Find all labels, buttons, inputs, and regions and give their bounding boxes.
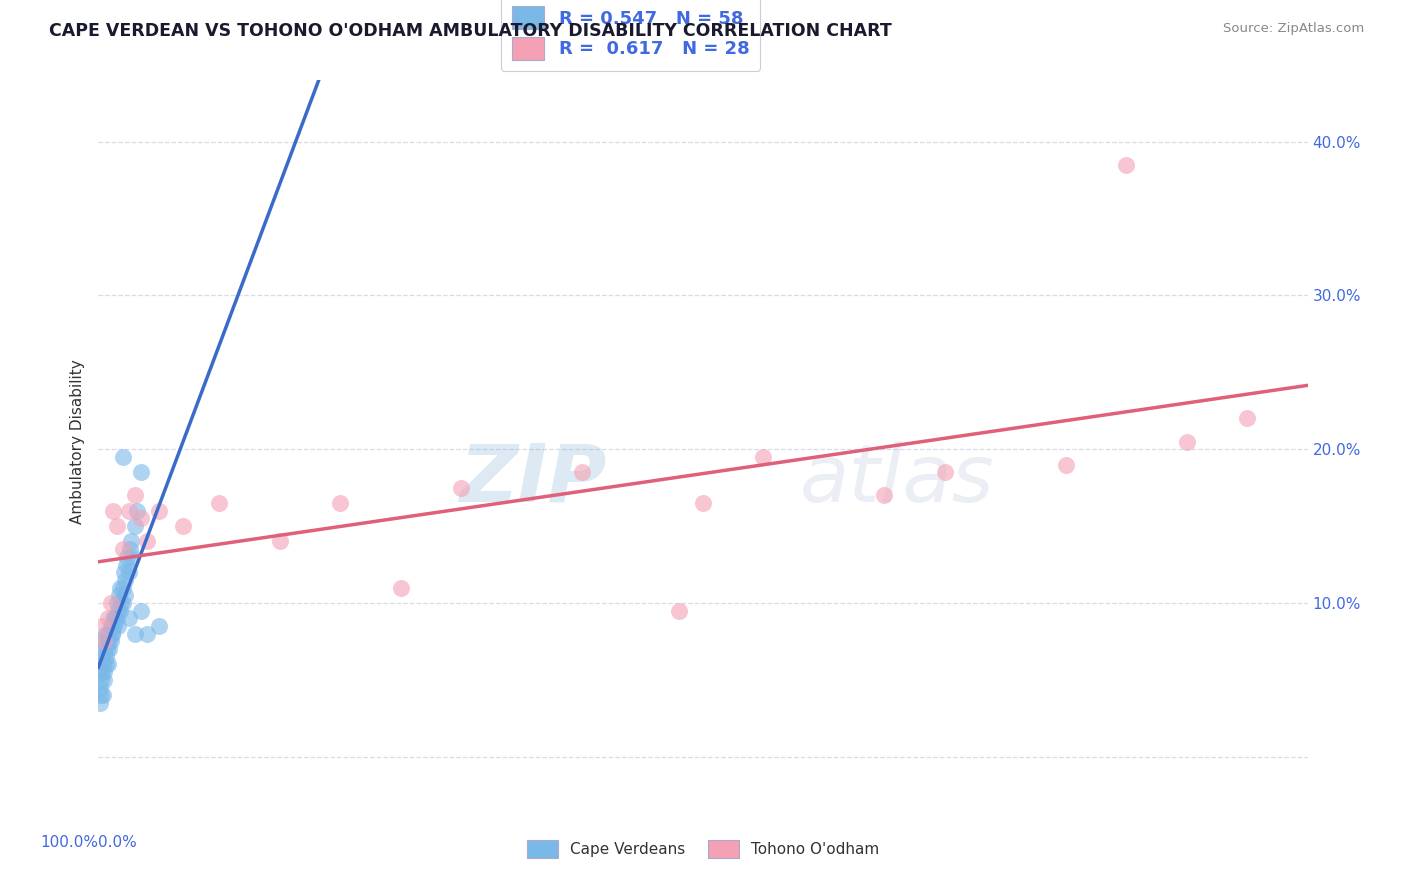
Point	[148, 504, 170, 518]
Point	[934, 465, 956, 479]
Point	[108, 588, 131, 602]
Point	[108, 604, 131, 618]
Point	[124, 626, 146, 640]
Point	[129, 604, 152, 618]
Point	[1175, 434, 1198, 449]
Point	[105, 596, 128, 610]
Point	[111, 596, 134, 610]
Point	[108, 581, 131, 595]
Text: atlas: atlas	[800, 441, 994, 519]
Point	[118, 565, 141, 579]
Point	[104, 611, 127, 625]
Point	[105, 519, 128, 533]
Point	[148, 619, 170, 633]
Point	[112, 565, 135, 579]
Point	[100, 626, 122, 640]
Point	[90, 688, 112, 702]
Point	[117, 549, 139, 564]
Point	[93, 673, 115, 687]
Point	[135, 534, 157, 549]
Point	[96, 634, 118, 648]
Point	[91, 688, 114, 702]
Text: CAPE VERDEAN VS TOHONO O'ODHAM AMBULATORY DISABILITY CORRELATION CHART: CAPE VERDEAN VS TOHONO O'ODHAM AMBULATOR…	[49, 22, 891, 40]
Point	[98, 634, 121, 648]
Point	[91, 649, 114, 664]
Point	[103, 619, 125, 633]
Point	[571, 465, 593, 479]
Point	[111, 581, 134, 595]
Point	[94, 649, 117, 664]
Point	[89, 696, 111, 710]
Point	[91, 665, 114, 680]
Text: 0.0%: 0.0%	[98, 835, 138, 850]
Point	[118, 611, 141, 625]
Point	[115, 558, 138, 572]
Point	[107, 604, 129, 618]
Point	[111, 542, 134, 557]
Point	[172, 519, 194, 533]
Point	[90, 634, 112, 648]
Point	[96, 657, 118, 672]
Point	[91, 657, 114, 672]
Point	[90, 673, 112, 687]
Point	[101, 619, 124, 633]
Point	[100, 634, 122, 648]
Point	[668, 604, 690, 618]
Point	[127, 504, 149, 518]
Text: ZIP: ZIP	[458, 441, 606, 519]
Point	[100, 619, 122, 633]
Point	[118, 542, 141, 557]
Point	[114, 588, 136, 602]
Point	[1236, 411, 1258, 425]
Legend: Cape Verdeans, Tohono O'odham: Cape Verdeans, Tohono O'odham	[520, 834, 886, 863]
Point	[105, 611, 128, 625]
Point	[104, 611, 127, 625]
Point	[120, 534, 142, 549]
Point	[135, 626, 157, 640]
Point	[94, 626, 117, 640]
Point	[110, 596, 132, 610]
Point	[93, 642, 115, 657]
Text: Source: ZipAtlas.com: Source: ZipAtlas.com	[1223, 22, 1364, 36]
Point	[1115, 158, 1137, 172]
Text: 100.0%: 100.0%	[41, 835, 98, 850]
Point	[114, 573, 136, 587]
Point	[93, 634, 115, 648]
Point	[124, 519, 146, 533]
Point	[450, 481, 472, 495]
Point	[107, 619, 129, 633]
Point	[124, 488, 146, 502]
Point	[93, 665, 115, 680]
Point	[129, 465, 152, 479]
Point	[97, 611, 120, 625]
Point	[100, 626, 122, 640]
Point	[97, 642, 120, 657]
Point	[389, 581, 412, 595]
Point	[873, 488, 896, 502]
Y-axis label: Ambulatory Disability: Ambulatory Disability	[70, 359, 86, 524]
Point	[89, 681, 111, 695]
Point	[208, 496, 231, 510]
Point	[91, 619, 114, 633]
Point	[97, 657, 120, 672]
Point	[121, 549, 143, 564]
Point	[97, 626, 120, 640]
Point	[118, 504, 141, 518]
Point	[692, 496, 714, 510]
Point	[101, 611, 124, 625]
Point	[1054, 458, 1077, 472]
Point	[129, 511, 152, 525]
Point	[752, 450, 775, 464]
Point	[101, 504, 124, 518]
Point	[111, 450, 134, 464]
Point	[96, 642, 118, 657]
Point	[100, 596, 122, 610]
Point	[329, 496, 352, 510]
Point	[269, 534, 291, 549]
